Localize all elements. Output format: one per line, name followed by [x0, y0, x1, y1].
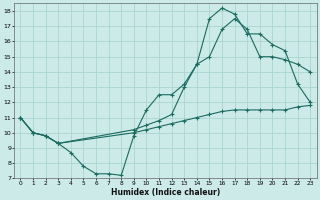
X-axis label: Humidex (Indice chaleur): Humidex (Indice chaleur) [111, 188, 220, 197]
